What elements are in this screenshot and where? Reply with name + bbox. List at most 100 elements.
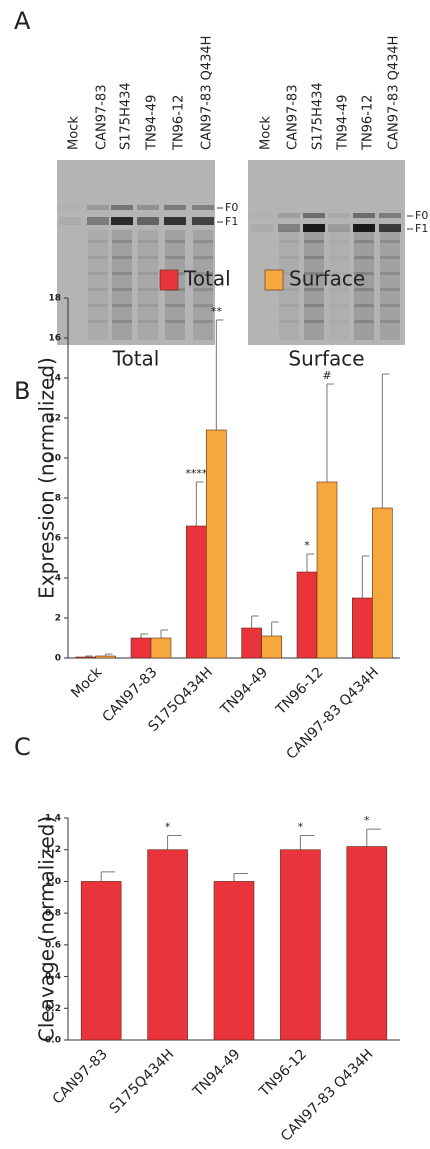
- band-label: F0: [415, 209, 428, 222]
- gel-band: [354, 304, 374, 307]
- gel-band: [138, 304, 158, 307]
- bar: [352, 597, 373, 659]
- error-bar: [140, 633, 148, 638]
- gel-band: [111, 217, 133, 225]
- gel-band: [279, 256, 299, 259]
- gel-band: [138, 256, 158, 259]
- gel-band: [112, 288, 132, 291]
- bar: [80, 881, 122, 1041]
- lane-label: S175H434: [311, 82, 326, 150]
- y-tick-label: 0: [55, 654, 61, 664]
- gel-band: [165, 304, 185, 307]
- y-tick-label: 1.4: [45, 814, 61, 824]
- error-bar: [306, 553, 314, 572]
- error-bar: [251, 615, 259, 628]
- y-tick-label: 12: [48, 414, 61, 424]
- y-tick-label: 0.2: [45, 1004, 61, 1014]
- legend-label: Surface: [289, 267, 365, 291]
- bar: [206, 429, 227, 659]
- gel-band: [59, 205, 81, 210]
- gel-band: [329, 320, 349, 323]
- gel-band: [380, 288, 400, 291]
- bar: [346, 846, 388, 1041]
- y-tick-label: 0.6: [45, 940, 61, 950]
- gel-band: [380, 320, 400, 323]
- gel-band: [165, 320, 185, 323]
- x-tick-label: CAN97-83: [50, 1046, 111, 1107]
- error-bar: [299, 834, 315, 850]
- lane-label: CAN97-83: [286, 85, 301, 150]
- gel-band: [328, 213, 350, 218]
- gel-band: [138, 240, 158, 243]
- bar: [130, 637, 152, 659]
- gel-band: [112, 240, 132, 243]
- gel-band: [112, 256, 132, 259]
- band-label: F0: [225, 201, 238, 214]
- gel-band: [303, 224, 325, 232]
- gel-band: [112, 304, 132, 307]
- error-bar: [160, 629, 168, 638]
- error-bar: [326, 383, 334, 482]
- gel-band: [380, 256, 400, 259]
- band-label: F1: [415, 222, 428, 235]
- gel-band: [193, 240, 213, 243]
- bar: [296, 571, 318, 659]
- gel-band: [354, 272, 374, 275]
- gel-band: [304, 304, 324, 307]
- gel-band: [88, 256, 108, 259]
- bar: [95, 655, 116, 659]
- gel-band: [112, 272, 132, 275]
- error-bar: [381, 373, 390, 508]
- y-tick-label: 14: [48, 374, 61, 384]
- x-tick-label: CAN97-83 Q434H: [284, 664, 382, 762]
- bar: [372, 507, 393, 659]
- gel-band: [279, 288, 299, 291]
- gel-band: [278, 224, 300, 232]
- lane-label: TN96-12: [361, 95, 376, 151]
- gel-band: [111, 205, 133, 210]
- gel-band: [354, 320, 374, 323]
- gel-band: [354, 288, 374, 291]
- gel-band: [251, 224, 273, 232]
- y-tick-label: 4: [55, 574, 61, 584]
- y-tick-label: 0.4: [45, 972, 61, 982]
- gel-band: [164, 205, 186, 210]
- gel-band: [354, 256, 374, 259]
- y-tick-label: 2: [55, 614, 61, 624]
- gel-band: [137, 217, 159, 225]
- y-tick-label: 0.8: [45, 909, 61, 919]
- gel-band: [112, 320, 132, 323]
- bar: [280, 849, 321, 1041]
- gel-band: [87, 217, 109, 225]
- gel-smear: [138, 230, 158, 340]
- gel-band: [380, 240, 400, 243]
- error-bar: [366, 828, 381, 847]
- gel-band: [304, 256, 324, 259]
- gel-caption: Surface: [288, 347, 364, 371]
- gel-smear: [380, 230, 400, 340]
- panel-label: C: [14, 733, 31, 761]
- error-bar: [233, 873, 248, 882]
- significance-label: *: [298, 820, 304, 833]
- gel-band: [192, 217, 214, 225]
- gel-band: [193, 304, 213, 307]
- lane-label: CAN97-83 Q434H: [387, 36, 402, 150]
- significance-label: **: [211, 305, 223, 318]
- gel-band: [304, 320, 324, 323]
- y-tick-label: 8: [55, 494, 61, 504]
- gel-image: [57, 160, 215, 345]
- significance-label: *: [165, 820, 171, 833]
- legend-swatch: [264, 269, 284, 291]
- lane-label: Mock: [259, 116, 274, 150]
- error-bar: [105, 653, 113, 656]
- gel-band: [165, 256, 185, 259]
- gel-smear: [112, 230, 132, 340]
- gel-band: [379, 224, 401, 232]
- gel-smear: [279, 230, 299, 340]
- gel-band: [329, 272, 349, 275]
- y-tick-label: 0.0: [45, 1036, 61, 1046]
- x-tick-label: TN96-12: [272, 664, 326, 718]
- gel-band: [88, 272, 108, 275]
- lane-label: CAN97-83 Q434H: [200, 36, 215, 150]
